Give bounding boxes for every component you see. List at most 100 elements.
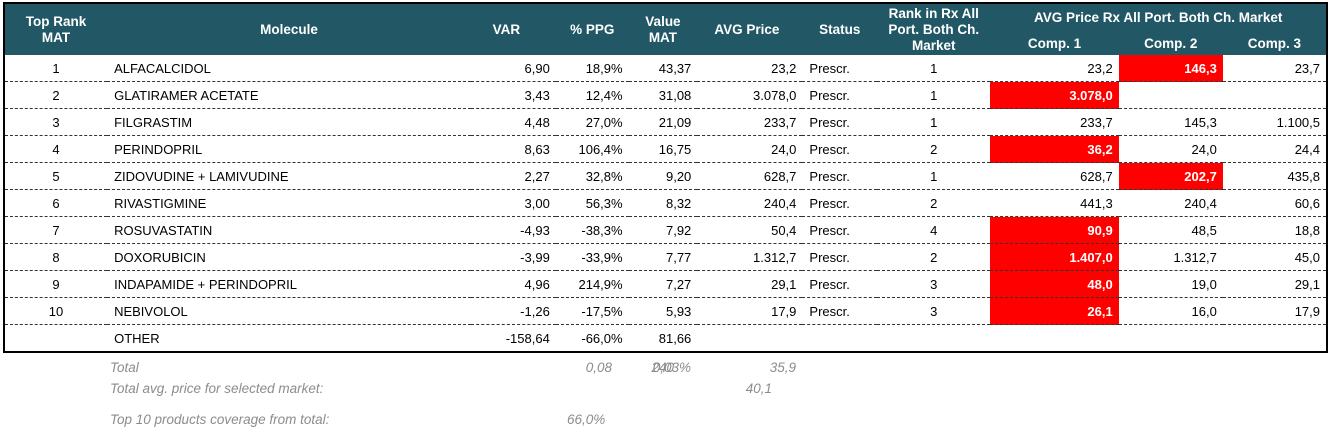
cell-comp1: 233,7	[990, 108, 1119, 136]
cell-comp1	[990, 325, 1118, 353]
cell-comp3: 17,9	[1222, 297, 1327, 325]
cell-comp1: 48,0	[990, 270, 1119, 298]
cell-value: 7,27	[628, 270, 698, 298]
total-value: 240	[651, 360, 674, 375]
cell-comp2: 145,3	[1118, 108, 1223, 136]
cell-rank: 4	[4, 135, 108, 163]
cell-comp1: 90,9	[990, 216, 1119, 244]
cell-rank-rx: 3	[877, 270, 991, 298]
cell-status: Prescr.	[802, 216, 878, 244]
col-header-group: AVG Price Rx All Port. Both Ch. Market	[990, 3, 1327, 32]
cell-var: -4,93	[470, 216, 556, 244]
cell-var: 2,27	[470, 162, 556, 190]
cell-molecule: PERINDOPRIL	[107, 135, 471, 163]
cell-comp2	[1118, 81, 1223, 109]
cell-avg-price: 233,7	[697, 108, 803, 136]
cell-value: 7,92	[628, 216, 698, 244]
cell-rank: 7	[4, 216, 108, 244]
cell-comp2: 24,0	[1118, 135, 1223, 163]
cell-comp3: 1.100,5	[1222, 108, 1327, 136]
cell-var: 3,43	[470, 81, 556, 109]
table-row: 1 ALFACALCIDOL 6,90 18,9% 43,37 23,2 Prescr. 1 2…	[4, 55, 1327, 82]
col-header-avg-price: AVG Price	[697, 3, 803, 55]
cell-ppg: -66,0%	[581, 330, 623, 346]
col-header-rank-rx: Rank in Rx All Port. Both Ch. Market	[877, 3, 991, 55]
table-row: 8 DOXORUBICIN -3,99 -33,9% 7,77 1.312,7 Prescr…	[4, 243, 1327, 271]
cell-ppg: -17,5%	[555, 297, 629, 325]
total-avg: 35,9	[769, 360, 796, 375]
cell-avg-price: 17,9	[697, 297, 803, 325]
total-var: 0,08	[585, 360, 612, 375]
cell-molecule: OTHER	[114, 330, 160, 346]
cell-molecule: FILGRASTIM	[107, 108, 471, 136]
cell-rank: 1	[4, 55, 108, 82]
cell-rank	[4, 325, 107, 353]
cell-ppg: 27,0%	[555, 108, 629, 136]
market-value: 40,1	[745, 381, 772, 396]
cell-avg-price	[697, 325, 802, 353]
table-row: 7 ROSUVASTATIN -4,93 -38,3% 7,92 50,4 Prescr. 4…	[4, 216, 1327, 244]
table-row: 6 RIVASTIGMINE 3,00 56,3% 8,32 240,4 Prescr. 2 4…	[4, 189, 1327, 217]
cell-rank: 6	[4, 189, 108, 217]
cell-comp3	[1223, 325, 1327, 353]
cell-ppg: 18,9%	[555, 55, 629, 82]
col-header-molecule: Molecule	[107, 3, 471, 55]
cell-rank: 2	[4, 81, 108, 109]
col-header-comp3: Comp. 3	[1222, 32, 1327, 55]
col-header-ppg: % PPG	[555, 3, 629, 55]
cell-avg-price: 24,0	[697, 135, 803, 163]
cell-value: 16,75	[628, 135, 698, 163]
cell-comp2: 202,7	[1118, 162, 1223, 190]
col-header-rank: Top Rank MAT	[4, 3, 108, 55]
cell-var: 4,48	[470, 108, 556, 136]
cell-molecule: ROSUVASTATIN	[107, 216, 471, 244]
cell-rank: 5	[4, 162, 108, 190]
cell-var: 6,90	[470, 55, 556, 82]
cell-molecule: INDAPAMIDE + PERINDOPRIL	[107, 270, 471, 298]
col-header-value: Value MAT	[628, 3, 698, 55]
cell-rank-rx	[877, 325, 990, 353]
table-row: 10 NEBIVOLOL -1,26 -17,5% 5,93 17,9 Prescr. 3 26…	[4, 297, 1327, 325]
cell-value: 43,37	[628, 55, 698, 82]
table-row: 4 PERINDOPRIL 8,63 106,4% 16,75 24,0 Prescr. 2 3…	[4, 135, 1327, 163]
col-header-var: VAR	[470, 3, 556, 55]
cell-comp1: 3.078,0	[990, 81, 1119, 109]
cell-status: Prescr.	[802, 243, 878, 271]
cell-status: Prescr.	[802, 81, 878, 109]
cell-comp2	[1119, 325, 1223, 353]
cell-avg-price: 23,2	[697, 55, 803, 82]
cell-status: Prescr.	[802, 135, 878, 163]
cell-rank-rx: 2	[877, 135, 991, 163]
table-row: 2 GLATIRAMER ACETATE 3,43 12,4% 31,08 3.078,0…	[4, 81, 1327, 109]
cell-molecule: NEBIVOLOL	[107, 297, 471, 325]
cell-value: 9,20	[628, 162, 698, 190]
cell-status: Prescr.	[802, 55, 878, 82]
cell-comp2: 1.312,7	[1118, 243, 1223, 271]
cell-var: 8,63	[470, 135, 556, 163]
table-row: 5 ZIDOVUDINE + LAMIVUDINE 2,27 32,8% 9,20 628…	[4, 162, 1327, 190]
cell-comp1: 628,7	[990, 162, 1119, 190]
cell-value: 81,66	[658, 330, 692, 346]
cell-var: 4,96	[470, 270, 556, 298]
cell-ppg: 56,3%	[555, 189, 629, 217]
cell-ppg: -38,3%	[555, 216, 629, 244]
cell-comp1: 441,3	[990, 189, 1119, 217]
table-row: OTHER -158,64 -66,0% 81,66	[4, 325, 1327, 353]
cell-rank: 3	[4, 108, 108, 136]
table-row: 9 INDAPAMIDE + PERINDOPRIL 4,96 214,9% 7,27 2…	[4, 270, 1327, 298]
cell-ppg: 12,4%	[555, 81, 629, 109]
cell-status: Prescr.	[802, 162, 878, 190]
col-header-comp2: Comp. 2	[1118, 32, 1223, 55]
cell-comp1: 26,1	[990, 297, 1119, 325]
cell-var: -3,99	[470, 243, 556, 271]
cell-value: 31,08	[628, 81, 698, 109]
cell-avg-price: 29,1	[697, 270, 803, 298]
cell-comp3: 24,4	[1222, 135, 1327, 163]
cell-var: 3,00	[470, 189, 556, 217]
cell-rank: 9	[4, 270, 108, 298]
cell-rank-rx: 1	[877, 162, 991, 190]
cell-rank-rx: 4	[877, 216, 991, 244]
cell-comp2: 240,4	[1118, 189, 1223, 217]
cell-comp3: 23,7	[1222, 55, 1327, 82]
cell-avg-price: 3.078,0	[697, 81, 803, 109]
